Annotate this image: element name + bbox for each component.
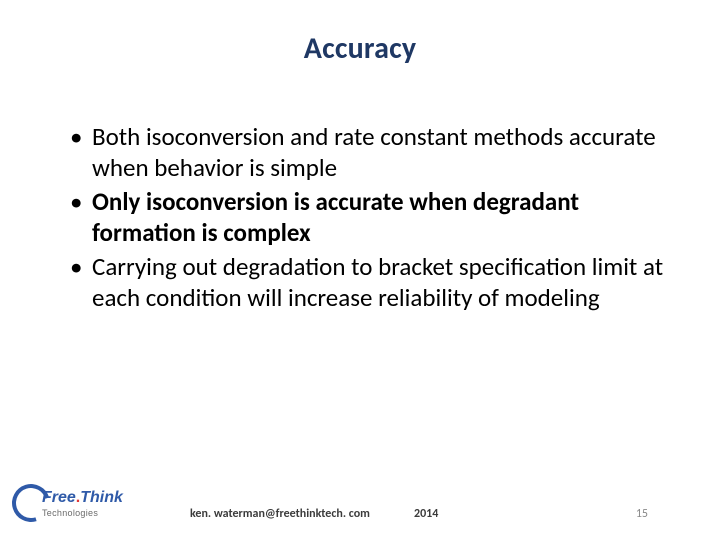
logo: Free.Think Technologies (12, 482, 130, 528)
bullet-list: Both isoconversion and rate constant met… (68, 122, 668, 317)
bullet-text: Only isoconversion is accurate when degr… (92, 186, 579, 248)
bullet-text: Both isoconversion and rate constant met… (92, 121, 656, 183)
bullet-text: Carrying out degradation to bracket spec… (92, 251, 663, 313)
footer-year: 2014 (414, 507, 438, 521)
list-item: Both isoconversion and rate constant met… (68, 122, 668, 183)
list-item: Carrying out degradation to bracket spec… (68, 252, 668, 313)
page-number: 15 (636, 507, 648, 521)
slide-title: Accuracy (0, 30, 720, 67)
slide: Accuracy Both isoconversion and rate con… (0, 0, 720, 540)
footer: Free.Think Technologies ken. waterman@fr… (0, 480, 720, 530)
footer-email: ken. waterman@freethinktech. com (190, 507, 370, 521)
logo-text: Free.Think (42, 489, 123, 507)
logo-subtext: Technologies (42, 508, 98, 518)
logo-word-free: Free (42, 489, 76, 506)
logo-word-think: Think (80, 489, 123, 506)
list-item: Only isoconversion is accurate when degr… (68, 187, 668, 248)
